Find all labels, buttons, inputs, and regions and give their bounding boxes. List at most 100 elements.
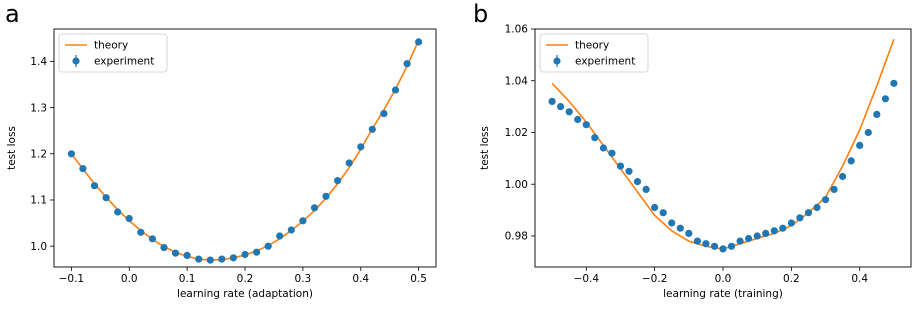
b-experiment-point bbox=[736, 237, 744, 245]
b-experiment-point bbox=[659, 209, 667, 217]
a-experiment-point bbox=[380, 110, 388, 118]
b-legend-experiment-label: experiment bbox=[575, 56, 635, 68]
b-ytick-label: 0.98 bbox=[505, 231, 528, 243]
a-experiment-point bbox=[276, 232, 284, 240]
b-ytick-label: 1.04 bbox=[505, 75, 529, 87]
a-experiment-point bbox=[218, 255, 226, 263]
b-xlabel: learning rate (training) bbox=[663, 288, 783, 300]
b-experiment-point bbox=[710, 242, 719, 250]
b-xtick-label: −0.4 bbox=[574, 273, 600, 285]
b-ylabel: test loss bbox=[479, 126, 491, 170]
b-ytick-label: 1.06 bbox=[505, 24, 529, 36]
b-ytick-label: 1.02 bbox=[505, 127, 528, 139]
b-experiment-point bbox=[565, 108, 573, 116]
a-experiment-point bbox=[368, 125, 376, 133]
b-ytick-label: 1.00 bbox=[505, 179, 528, 191]
b-experiment-point bbox=[864, 128, 872, 137]
b-experiment-point bbox=[651, 203, 659, 212]
a-experiment-point bbox=[137, 228, 145, 236]
b-experiment-point bbox=[856, 141, 864, 149]
a-panel-letter: a bbox=[5, 0, 20, 28]
a-experiment-point bbox=[264, 242, 272, 250]
b-experiment-point bbox=[830, 185, 838, 193]
b-experiment-point bbox=[796, 214, 804, 222]
b-experiment-point bbox=[642, 185, 650, 193]
a-experiment-point bbox=[287, 226, 295, 234]
b-xtick-label: −0.2 bbox=[642, 273, 668, 285]
b-experiment-point bbox=[821, 196, 830, 204]
b-experiment-point bbox=[753, 232, 761, 240]
b-experiment-point bbox=[702, 240, 710, 248]
b-experiment-point bbox=[719, 245, 727, 253]
a-experiment-point bbox=[160, 244, 168, 252]
a-ytick-label: 1.4 bbox=[30, 56, 47, 68]
b-experiment-point bbox=[839, 172, 847, 181]
b-experiment-point bbox=[693, 237, 701, 245]
a-legend-experiment-label: experiment bbox=[94, 56, 154, 68]
a-experiment-point bbox=[67, 150, 75, 158]
b-legend-box bbox=[539, 33, 649, 73]
chart-a-svg: a −0.1 0.0 0.1 0.2 0.3 0.4 0.5 1.0 1.1 1.2 1.3 1.4 le… bbox=[5, 0, 437, 300]
a-experiment-point bbox=[79, 165, 87, 173]
b-experiment-point bbox=[616, 162, 625, 170]
b-experiment-point bbox=[804, 209, 813, 217]
b-legend-experiment-swatch bbox=[553, 57, 561, 65]
b-experiment-point bbox=[745, 234, 753, 243]
a-experiment-point bbox=[125, 214, 133, 223]
a-experiment-point bbox=[345, 159, 353, 167]
a-experiment-point bbox=[90, 182, 99, 190]
a-legend-experiment-swatch bbox=[72, 57, 80, 65]
a-xtick-label: 0.0 bbox=[121, 273, 138, 285]
a-experiment-point bbox=[310, 204, 319, 212]
b-experiment-point bbox=[574, 115, 582, 124]
chart-b-svg: b −0.4 −0.2 0.0 0.2 0.4 0.98 1.00 1.02 1.04 1.06 le… bbox=[473, 0, 912, 300]
a-xtick-label: −0.1 bbox=[59, 273, 85, 285]
a-xtick-label: 0.2 bbox=[237, 273, 254, 285]
panel-b: b −0.4 −0.2 0.0 0.2 0.4 0.98 1.00 1.02 1.04 1.06 le… bbox=[456, 0, 913, 324]
a-experiment-point bbox=[253, 248, 261, 256]
a-xlabel: learning rate (adaptation) bbox=[177, 288, 313, 300]
a-experiment-point bbox=[415, 38, 423, 46]
b-panel-letter: b bbox=[473, 0, 488, 28]
b-experiment-point bbox=[582, 121, 590, 129]
a-experiment-point bbox=[114, 208, 122, 216]
a-legend-box bbox=[58, 33, 168, 73]
b-xtick-label: 0.4 bbox=[851, 273, 868, 285]
a-legend-theory-label: theory bbox=[94, 40, 128, 52]
b-experiment-point bbox=[779, 224, 787, 232]
a-experiment-point bbox=[299, 217, 307, 225]
a-theory-line bbox=[70, 40, 420, 261]
b-legend-theory-label: theory bbox=[575, 40, 609, 52]
a-experiment-point bbox=[183, 251, 191, 259]
a-ytick-label: 1.2 bbox=[30, 148, 47, 160]
a-experiment-point bbox=[195, 255, 203, 263]
a-experiment-point bbox=[322, 192, 330, 200]
b-experiment-point bbox=[608, 149, 616, 157]
a-experiment-point bbox=[229, 254, 237, 262]
b-experiment-point bbox=[633, 178, 642, 186]
b-experiment-point bbox=[847, 157, 855, 165]
b-experiment-point bbox=[599, 144, 607, 152]
a-experiment-point bbox=[148, 235, 156, 243]
b-experiment-point bbox=[873, 110, 881, 118]
a-experiment-point bbox=[334, 177, 342, 185]
a-experiment-point bbox=[391, 86, 400, 94]
a-ytick-label: 1.1 bbox=[30, 195, 47, 207]
a-xtick-label: 0.4 bbox=[352, 273, 369, 285]
b-experiment-point bbox=[813, 203, 821, 212]
a-experiment-point bbox=[171, 249, 180, 257]
a-experiment-point bbox=[403, 60, 411, 68]
b-experiment-point bbox=[548, 97, 556, 105]
a-ylabel: test loss bbox=[6, 126, 18, 170]
b-experiment-point bbox=[668, 219, 676, 227]
a-ytick-label: 1.0 bbox=[30, 241, 47, 253]
b-experiment-point bbox=[890, 79, 898, 87]
b-experiment-point bbox=[685, 229, 693, 237]
b-xtick-label: 0.0 bbox=[715, 273, 732, 285]
a-ytick-label: 1.3 bbox=[30, 102, 47, 114]
b-experiment-point bbox=[676, 224, 684, 232]
a-xtick-label: 0.3 bbox=[295, 273, 312, 285]
b-experiment-point bbox=[591, 134, 599, 142]
b-experiment-point bbox=[557, 103, 565, 111]
a-xtick-label: 0.1 bbox=[179, 273, 196, 285]
